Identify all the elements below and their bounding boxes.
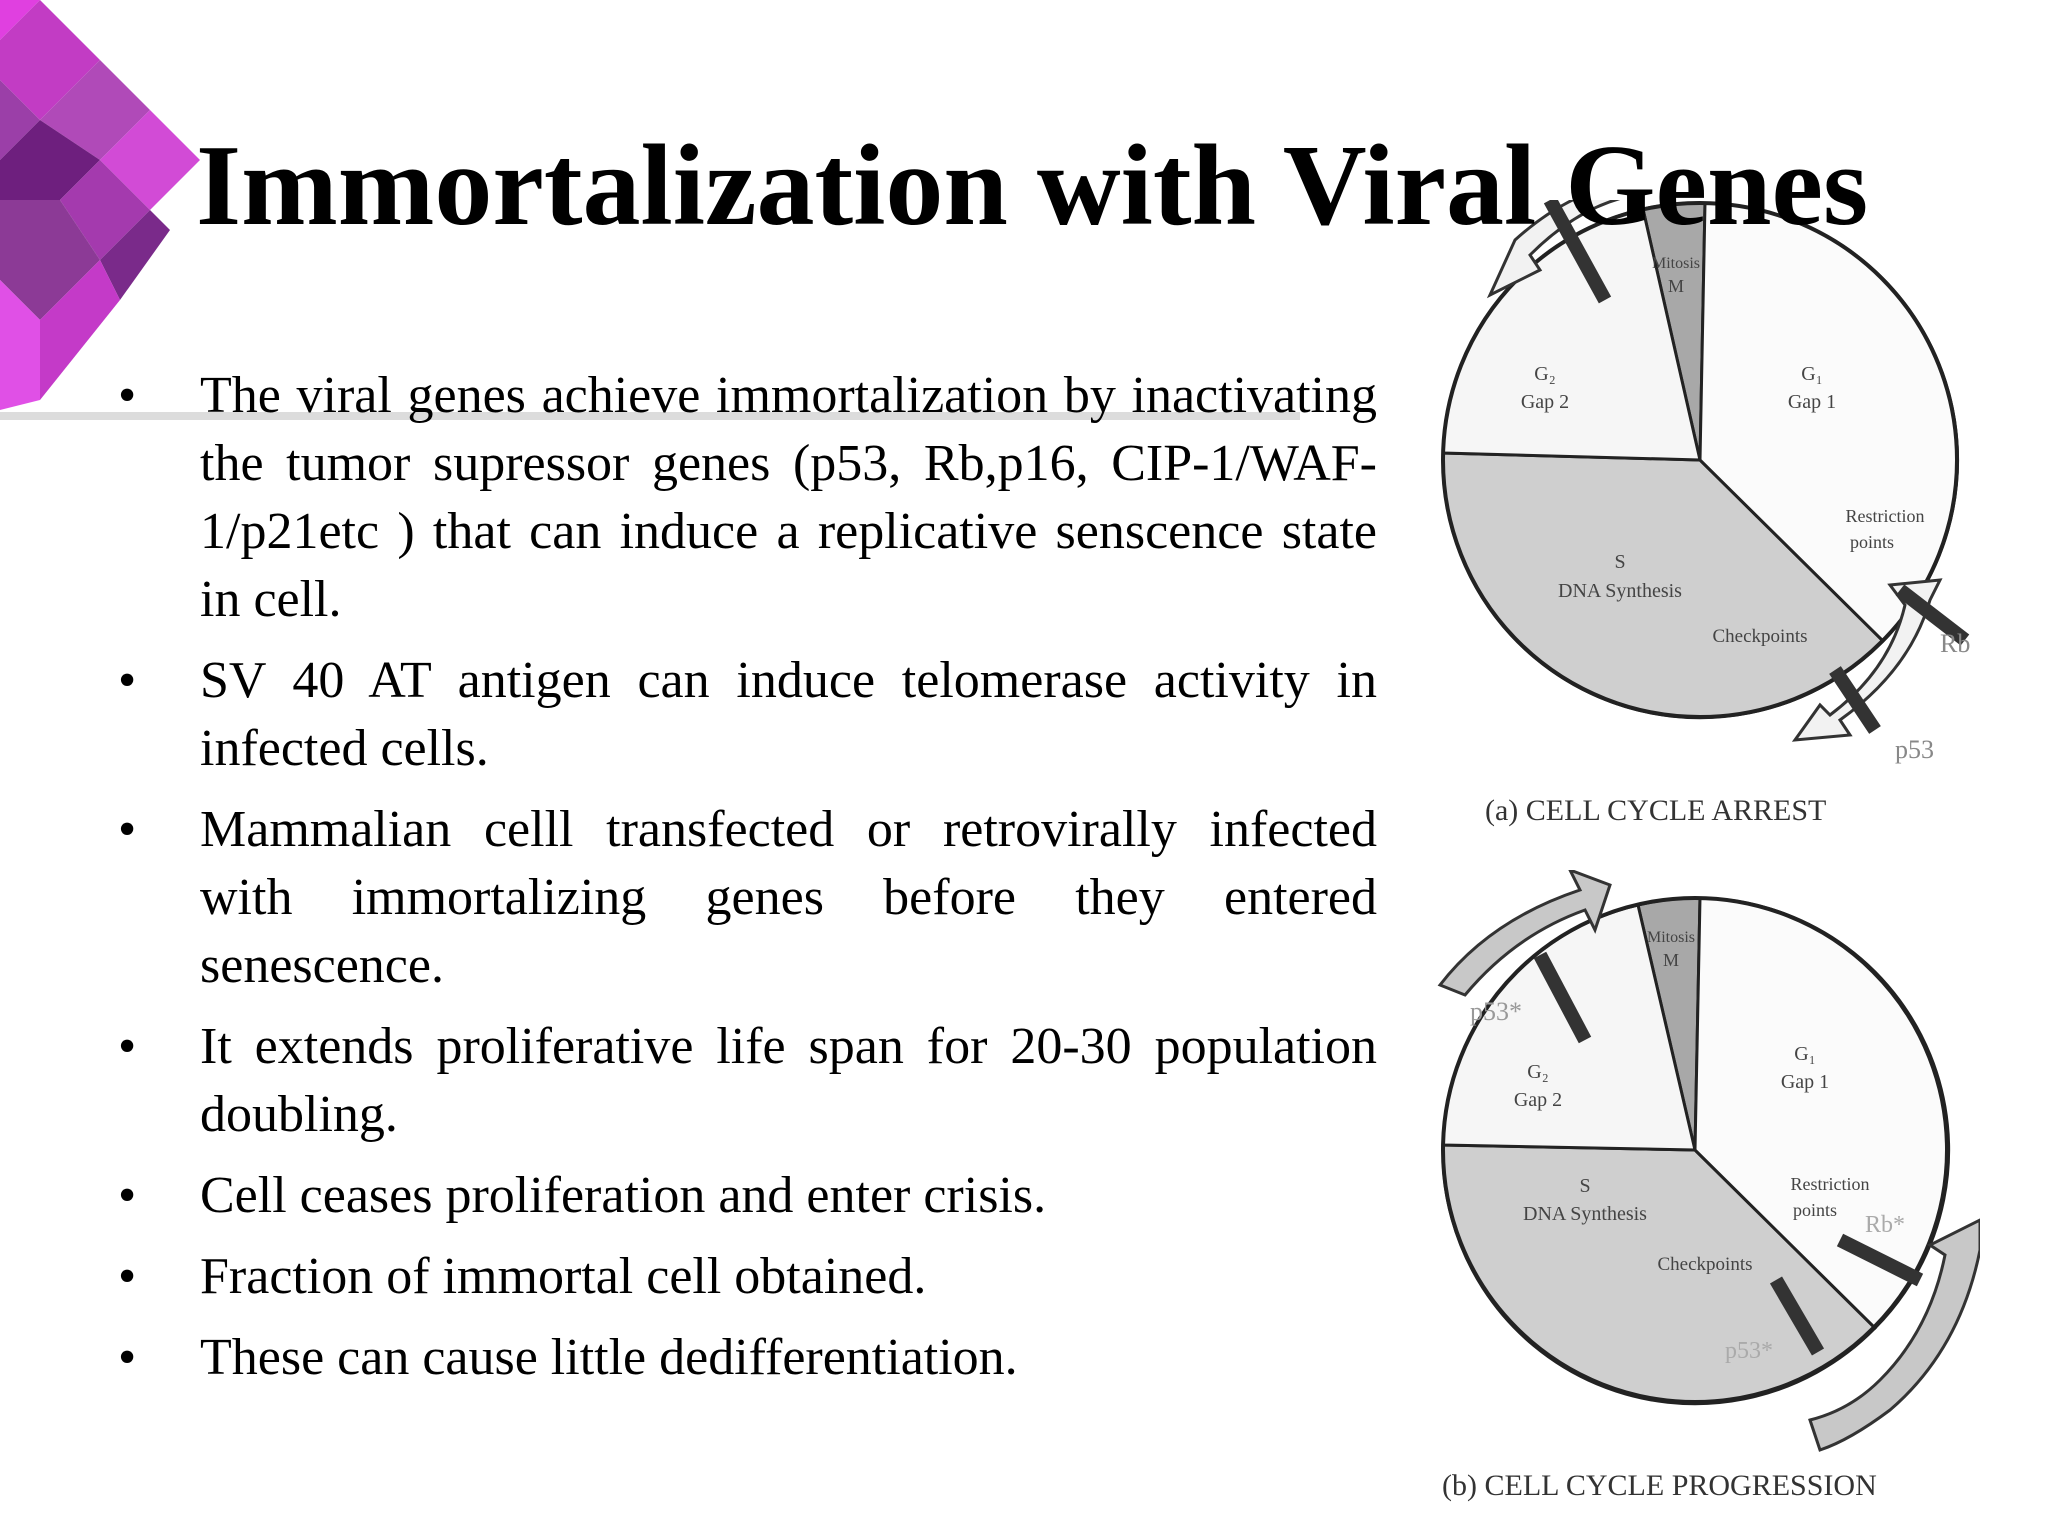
progression-label-checkpoints: Checkpoints [1658,1254,1753,1275]
arrest-label-checkpoints: Checkpoints [1713,626,1808,647]
corner-logo [0,0,200,410]
arrest-label-gap2: Gap 2 [1521,391,1569,413]
progression-label-m: M [1663,950,1679,970]
list-item: • It extends proliferative life span for … [112,1013,1377,1149]
arrest-label-m: M [1668,276,1684,296]
cell-cycle-progression-diagram: Mitosis M p53* G₂ Gap 2 G₁ Gap 1 S DNA S… [1437,870,1980,1502]
list-item: • These can cause little dedifferentiatio… [112,1324,1377,1392]
cell-cycle-arrest-diagram: Mitosis M G₂ Gap 2 G₁ Gap 1 Restriction … [1441,200,1970,827]
arrest-label-mitosis: Mitosis [1652,255,1700,272]
arrest-label-g1: G₁ [1801,363,1822,385]
progression-label-restriction: Restriction [1791,1174,1870,1194]
progression-caption: (b) CELL CYCLE PROGRESSION [1442,1469,1877,1502]
progression-label-mitosis: Mitosis [1647,929,1695,946]
list-item: • The viral genes achieve immortalization… [112,362,1377,634]
arrest-label-gap1: Gap 1 [1788,391,1836,413]
progression-cycle-pie [1441,896,1951,1406]
bullet-text: It extends proliferative life span for 2… [200,1018,1377,1143]
bullet-icon: • [118,1329,137,1386]
arrest-label-s: S [1614,551,1625,573]
bullet-list: • The viral genes achieve immortalization… [112,362,1377,1405]
arrest-label-restriction: Restriction [1846,506,1925,526]
progression-label-p53-top: p53* [1470,997,1522,1026]
bullet-icon: • [118,1167,137,1224]
progression-label-dna: DNA Synthesis [1523,1203,1647,1225]
title-divider [0,412,1300,420]
arrest-label-p53: p53 [1895,735,1934,764]
bullet-text: Mammalian celll transfected or retrovira… [200,801,1377,994]
progression-label-g2: G₂ [1527,1061,1548,1083]
bullet-text: The viral genes achieve immortalization … [200,367,1377,628]
bullet-text: Cell ceases proliferation and enter cris… [200,1167,1047,1224]
bullet-text: These can cause little dedifferentiation… [200,1329,1018,1386]
progression-label-points: points [1793,1200,1837,1220]
progression-label-s: S [1579,1175,1590,1197]
bullet-icon: • [118,652,137,709]
bullet-icon: • [118,1018,137,1075]
bullet-icon: • [118,801,137,858]
bullet-icon: • [118,1248,137,1305]
progression-label-rb: Rb* [1865,1212,1905,1238]
bullet-text: SV 40 AT antigen can induce telomerase a… [200,652,1377,777]
list-item: • SV 40 AT antigen can induce telomerase … [112,647,1377,783]
list-item: • Mammalian celll transfected or retrovir… [112,796,1377,1000]
arrest-label-points: points [1850,532,1894,552]
bullet-text: Fraction of immortal cell obtained. [200,1248,927,1305]
progression-label-gap1: Gap 1 [1781,1071,1829,1093]
arrest-label-rb: Rb [1940,629,1970,658]
arrest-cycle-pie [1441,201,1960,720]
list-item: • Cell ceases proliferation and enter cri… [112,1162,1377,1230]
arrest-label-g2: G₂ [1534,363,1555,385]
progression-label-p53-bottom: p53* [1725,1338,1773,1364]
slide-title: Immortalization with Viral Genes [196,122,1869,250]
arrest-caption: (a) CELL CYCLE ARREST [1485,794,1826,827]
arrest-label-dna: DNA Synthesis [1558,580,1682,602]
progression-label-g1: G₁ [1794,1043,1815,1065]
progression-label-gap2: Gap 2 [1514,1089,1562,1111]
bullet-icon: • [118,367,137,424]
list-item: • Fraction of immortal cell obtained. [112,1243,1377,1311]
